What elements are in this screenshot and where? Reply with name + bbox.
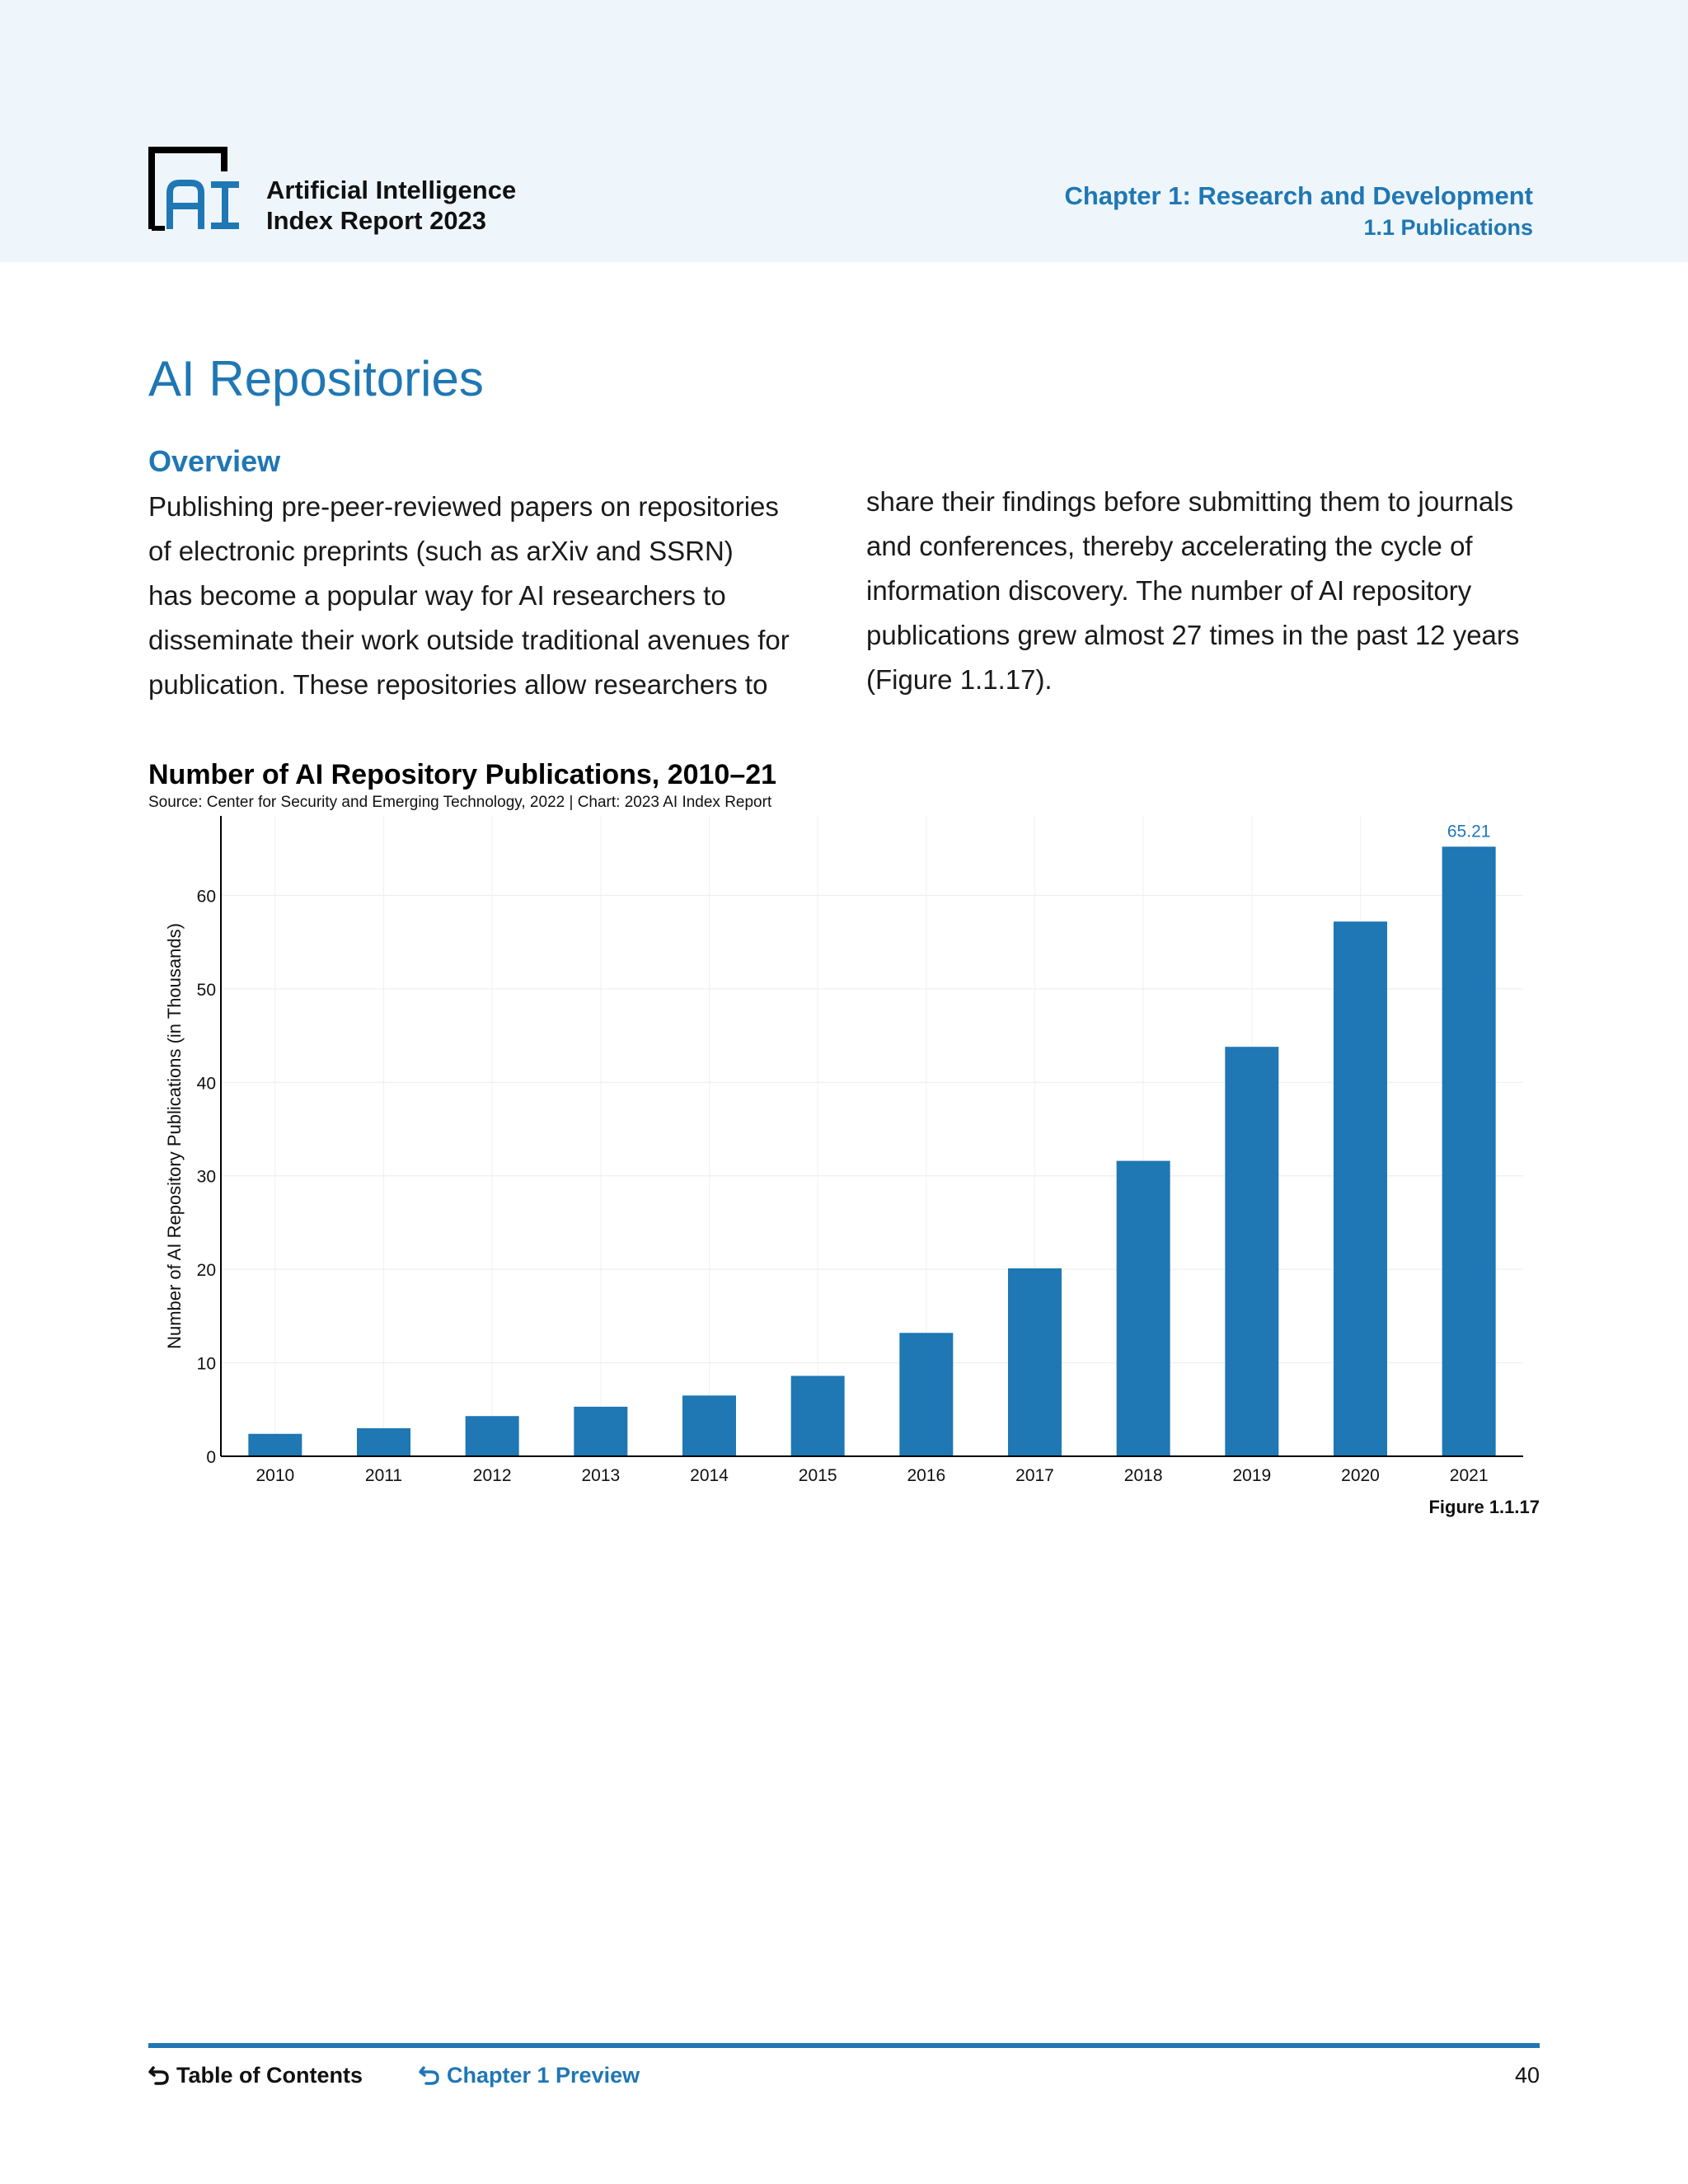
x-tick-label: 2018 [1124,1466,1163,1485]
body-line: (Figure 1.1.17). [866,664,1053,695]
page-title: AI Repositories [148,351,484,406]
bar [682,1395,736,1456]
chapter-title: Chapter 1: Research and Development [1064,181,1533,210]
y-tick-label: 50 [197,981,216,1000]
ai-index-logo-icon [148,147,239,231]
x-tick-label: 2015 [799,1466,837,1485]
y-tick-label: 40 [197,1074,216,1093]
x-tick-label: 2016 [907,1466,945,1485]
body-text-column-2: share their findings before submitting t… [866,480,1542,702]
y-tick-label: 20 [197,1261,216,1280]
y-tick-label: 30 [197,1168,216,1187]
bar [1116,1160,1170,1456]
body-line: disseminate their work outside tradition… [148,625,790,655]
figure-label: Figure 1.1.17 [1428,1497,1540,1517]
section-title: 1.1 Publications [1363,215,1533,240]
x-tick-label: 2021 [1450,1466,1489,1485]
report-title: Artificial Intelligence Index Report 202… [266,175,516,236]
bar [1442,846,1496,1456]
x-tick-label: 2012 [473,1466,512,1485]
page-header: Artificial Intelligence Index Report 202… [0,0,1688,262]
body-line: information discovery. The number of AI … [866,575,1472,606]
bar [899,1333,954,1456]
x-tick-label: 2017 [1015,1466,1054,1485]
return-arrow-icon [419,2066,439,2085]
bar [357,1427,410,1456]
table-of-contents-label: Table of Contents [176,2063,363,2088]
body-line: of electronic preprints (such as arXiv a… [148,536,734,566]
chapter-preview-link[interactable]: Chapter 1 Preview [419,2060,640,2090]
bar [248,1433,302,1456]
bar [465,1416,519,1456]
y-tick-label: 0 [206,1448,216,1467]
overview-heading: Overview [148,444,281,478]
x-tick-label: 2019 [1232,1466,1271,1485]
page-number: 40 [1514,2063,1540,2088]
table-of-contents-link[interactable]: Table of Contents [148,2060,363,2090]
x-tick-label: 2010 [256,1466,294,1485]
bar [790,1376,845,1456]
chart-source: Source: Center for Security and Emerging… [148,794,772,811]
bar [1225,1047,1279,1456]
x-tick-label: 2014 [690,1466,729,1485]
chapter-heading: Chapter 1: Research and Development 1.1 … [1064,180,1533,242]
chart-title: Number of AI Repository Publications, 20… [148,759,777,790]
x-tick-label: 2011 [365,1466,402,1485]
report-title-line2: Index Report 2023 [266,206,487,235]
footer-divider [148,2043,1540,2048]
return-arrow-icon [148,2066,169,2085]
body-line: has become a popular way for AI research… [148,580,726,611]
body-line: Publishing pre-peer-reviewed papers on r… [148,491,779,522]
body-line: publications grew almost 27 times in the… [866,620,1520,650]
y-tick-label: 10 [197,1355,216,1374]
bar [574,1406,628,1456]
x-tick-label: 2013 [581,1466,620,1485]
data-label: 65.21 [1447,822,1491,841]
x-tick-label: 2020 [1341,1466,1380,1485]
body-line: publication. These repositories allow re… [148,669,768,700]
body-line: share their findings before submitting t… [866,486,1514,517]
y-tick-label: 60 [197,887,216,906]
body-text-column-1: Publishing pre-peer-reviewed papers on r… [148,485,824,707]
report-title-line1: Artificial Intelligence [266,176,517,204]
y-axis-label: Number of AI Repository Publications (in… [164,923,185,1349]
bar [1334,921,1387,1456]
chapter-preview-label: Chapter 1 Preview [447,2063,640,2088]
body-line: and conferences, thereby accelerating th… [866,531,1473,561]
bar [1008,1268,1062,1456]
